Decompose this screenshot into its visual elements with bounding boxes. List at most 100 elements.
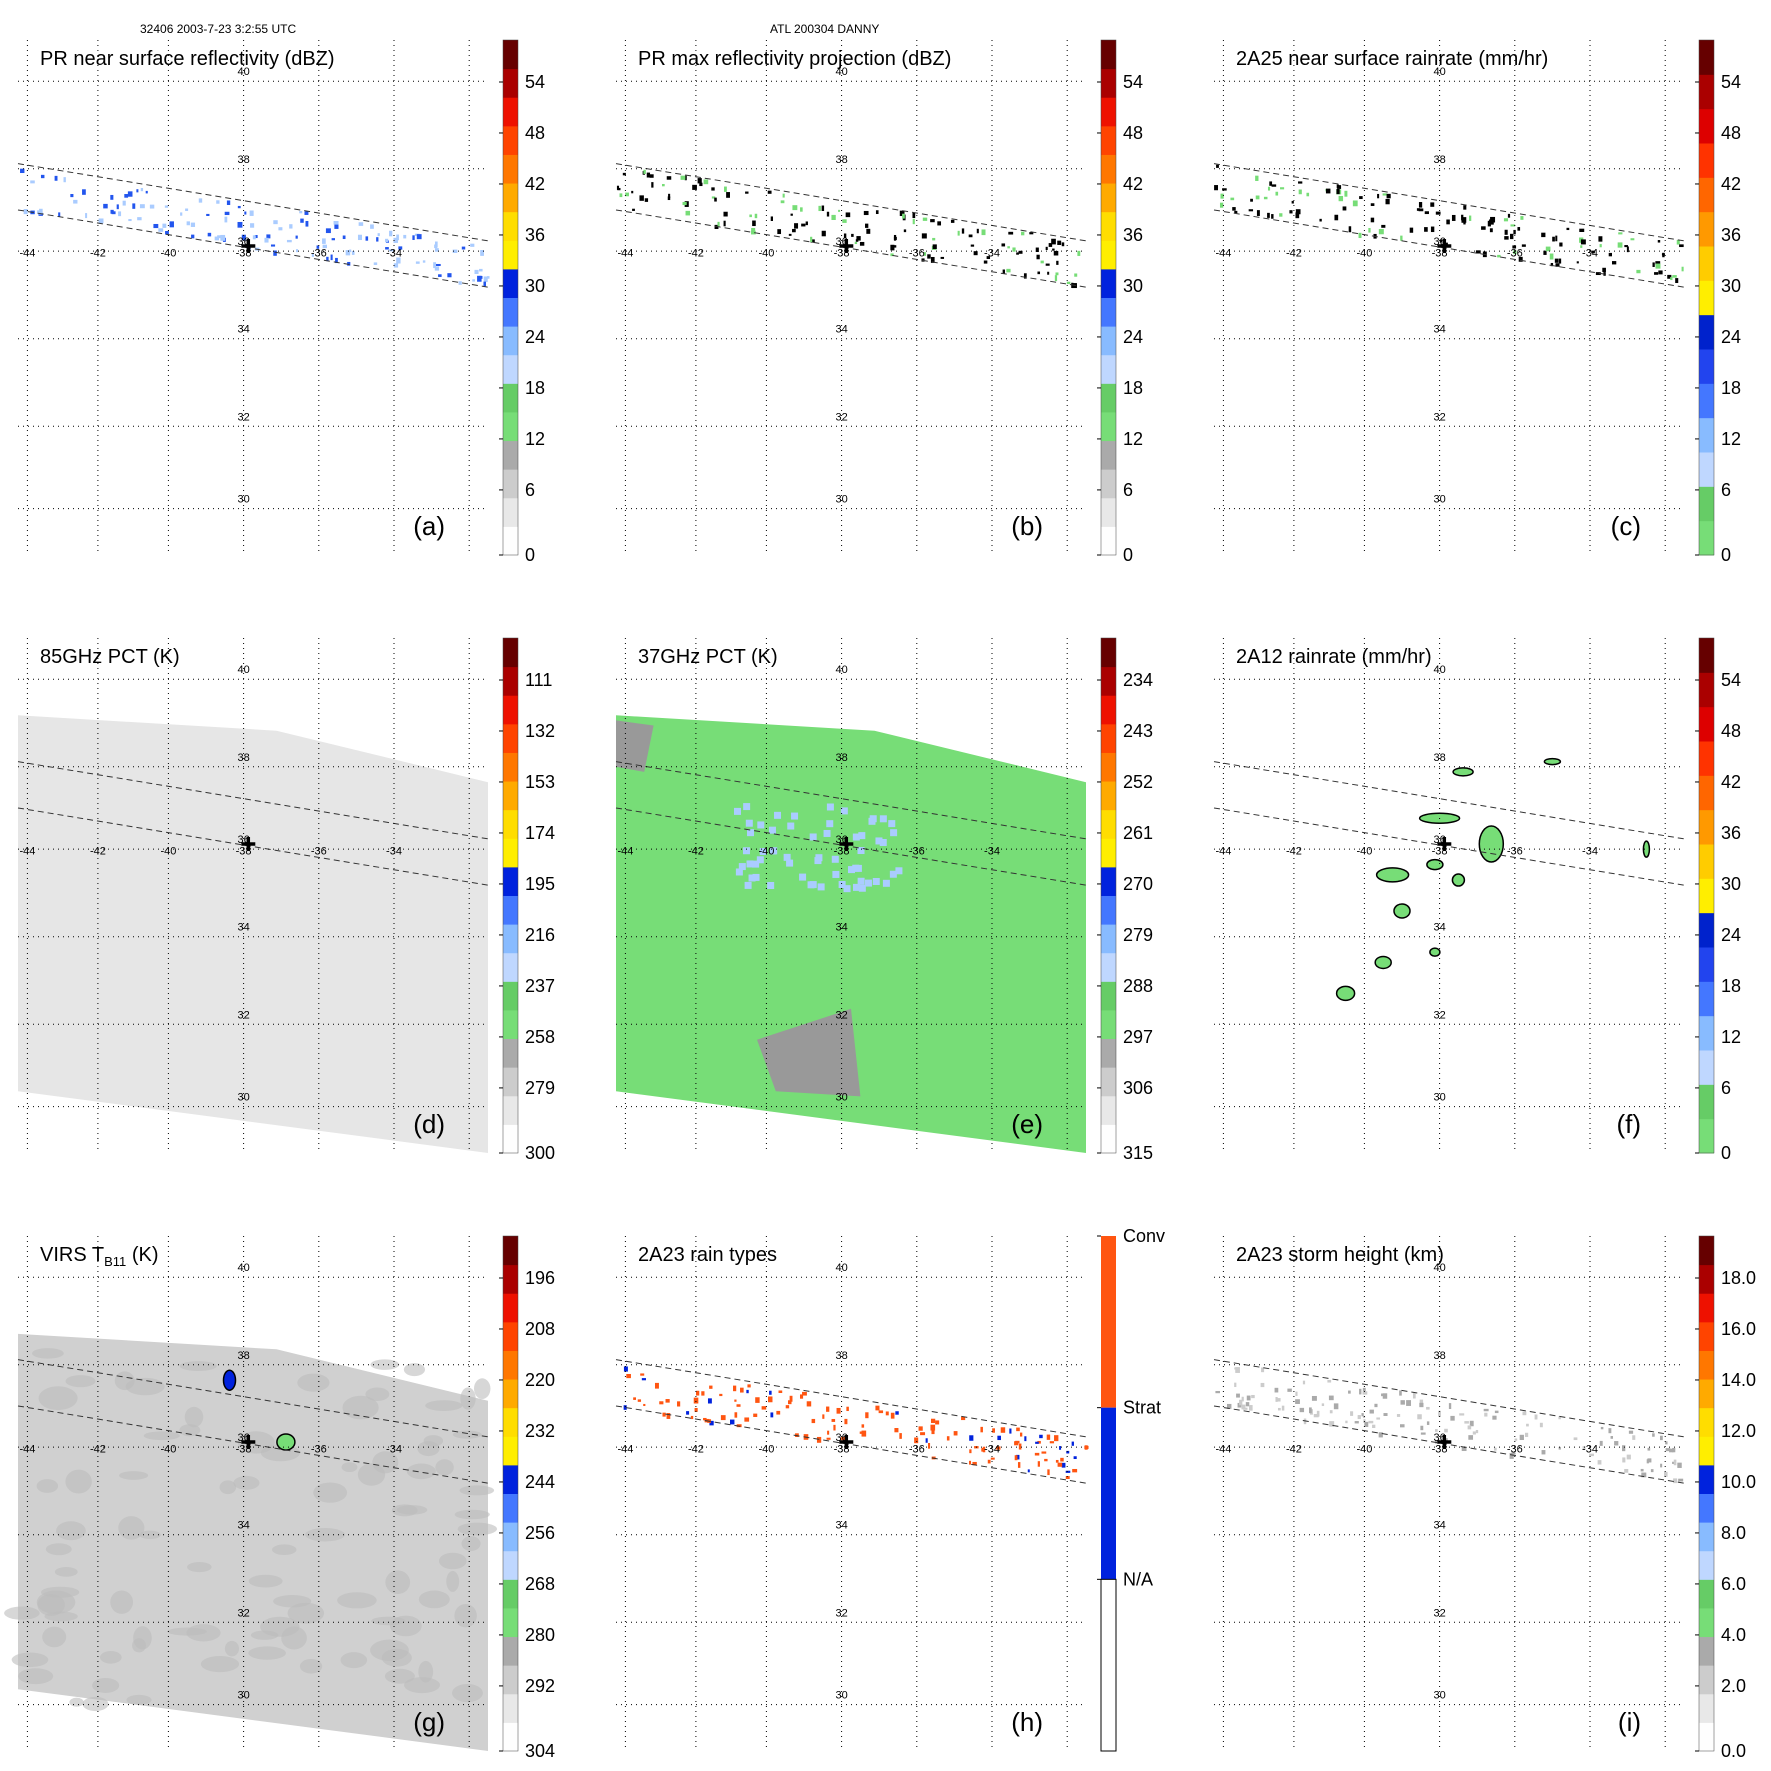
radar-echo: [342, 235, 346, 240]
radar-echo: [920, 1432, 926, 1436]
radar-echo: [754, 213, 758, 219]
cloud-texture: [297, 1373, 330, 1392]
radar-echo: [1467, 1425, 1472, 1430]
radar-echo: [665, 1399, 670, 1403]
radar-echo: [1037, 271, 1041, 275]
cloud-texture: [299, 1658, 323, 1674]
radar-echo: [1261, 1367, 1265, 1373]
colorbar-segment: [1101, 526, 1116, 556]
panel-title: 85GHz PCT (K): [40, 646, 180, 668]
radar-echo: [1027, 1469, 1030, 1473]
radar-echo: [1448, 1403, 1452, 1410]
radar-echo: [110, 194, 114, 200]
radar-echo: [1059, 1446, 1062, 1450]
colorbar-tick-label: 6: [525, 480, 535, 500]
cloud-texture: [118, 1516, 145, 1540]
radar-echo: [1608, 252, 1612, 257]
radar-echo: [1354, 1421, 1359, 1424]
colorbar-tick-label: 174: [525, 823, 555, 843]
radar-echo: [701, 1391, 705, 1396]
radar-echo: [1241, 1396, 1244, 1402]
scattering-pixel: [838, 881, 846, 889]
radar-echo: [311, 253, 314, 257]
latitude-label: 32: [835, 411, 847, 423]
radar-echo: [810, 239, 815, 243]
radar-echo: [1483, 1408, 1489, 1412]
radar-echo: [289, 224, 293, 229]
colorbar-tick-label: 24: [1721, 925, 1741, 945]
colorbar-tick-label: 216: [525, 925, 555, 945]
radar-echo: [1526, 1423, 1529, 1427]
radar-echo: [726, 192, 730, 198]
colorbar-segment: [503, 1464, 518, 1494]
longitude-label: -42: [1286, 247, 1302, 259]
radar-echo: [637, 1399, 642, 1402]
panel-letter: (f): [1616, 1109, 1641, 1139]
radar-echo: [1652, 262, 1655, 267]
radar-echo: [1236, 1393, 1240, 1398]
panel-letter: (e): [1011, 1109, 1043, 1139]
radar-echo: [393, 237, 399, 243]
radar-echo: [70, 194, 74, 198]
longitude-label: -34: [984, 1443, 1000, 1455]
radar-echo: [866, 228, 871, 234]
storm-center-marker: [241, 837, 256, 851]
swath-edge-line: [17, 209, 489, 288]
radar-echo: [709, 1385, 713, 1389]
radar-echo: [1239, 1399, 1243, 1406]
radar-echo: [1039, 1434, 1043, 1439]
colorbar-tick-label: 0: [525, 545, 535, 565]
colorbar-segment: [1699, 1550, 1714, 1580]
colorbar-tick-label: N/A: [1123, 1569, 1153, 1589]
radar-echo: [821, 205, 825, 211]
latitude-label: 30: [1433, 1690, 1445, 1702]
cloud-texture: [44, 1611, 78, 1622]
radar-echo: [1654, 272, 1659, 275]
radar-echo: [1214, 185, 1219, 191]
scattering-pixel: [787, 822, 795, 830]
colorbar-segment: [1699, 1693, 1714, 1723]
colorbar-segment: [503, 1522, 518, 1552]
colorbar-segment: [503, 695, 518, 725]
radar-echo: [912, 218, 915, 225]
radar-echo: [1055, 272, 1059, 276]
panel-letter: (d): [413, 1109, 445, 1139]
colorbar-segment: [1699, 1607, 1714, 1638]
radar-echo: [918, 1426, 923, 1431]
radar-echo: [220, 234, 226, 241]
panel-f-colorbar: 54 48 42 36 30 24 18 12 6 0: [1695, 637, 1741, 1163]
radar-echo: [1368, 227, 1371, 233]
radar-echo: [1420, 1425, 1424, 1431]
radar-echo: [930, 219, 935, 223]
panel-a-data-layer: [20, 168, 490, 287]
latitude-label: 30: [237, 1092, 249, 1104]
radar-echo: [1368, 1420, 1374, 1424]
colorbar-segment: [1699, 486, 1714, 522]
radar-echo: [1545, 246, 1551, 252]
radar-echo: [1513, 229, 1516, 235]
panel-title: 2A25 near surface rainrate (mm/hr): [1236, 48, 1548, 70]
radar-echo: [1676, 239, 1680, 245]
cloud-texture: [233, 1475, 260, 1490]
colorbar-tick-label: 8.0: [1721, 1523, 1746, 1543]
radar-echo: [851, 233, 854, 237]
latitude-label: 32: [1433, 411, 1445, 423]
radar-echo: [1555, 235, 1558, 242]
swath-edge-line: [17, 163, 489, 242]
radar-echo: [1060, 1457, 1064, 1462]
colorbar-segment: [503, 952, 518, 982]
radar-echo: [1246, 1395, 1251, 1401]
cloud-texture: [403, 1363, 426, 1377]
colorbar-segment: [503, 1350, 518, 1380]
rain-cell: [1451, 873, 1466, 887]
longitude-label: -34: [386, 1443, 402, 1455]
radar-echo: [1652, 1433, 1655, 1437]
colorbar-tick-label: 18.0: [1721, 1268, 1756, 1288]
radar-echo: [894, 1428, 899, 1433]
radar-echo: [927, 1442, 931, 1449]
radar-echo: [214, 236, 219, 241]
scattering-pixel: [857, 877, 865, 885]
radar-echo: [1396, 1414, 1401, 1417]
colorbar-segment: [1699, 108, 1714, 144]
